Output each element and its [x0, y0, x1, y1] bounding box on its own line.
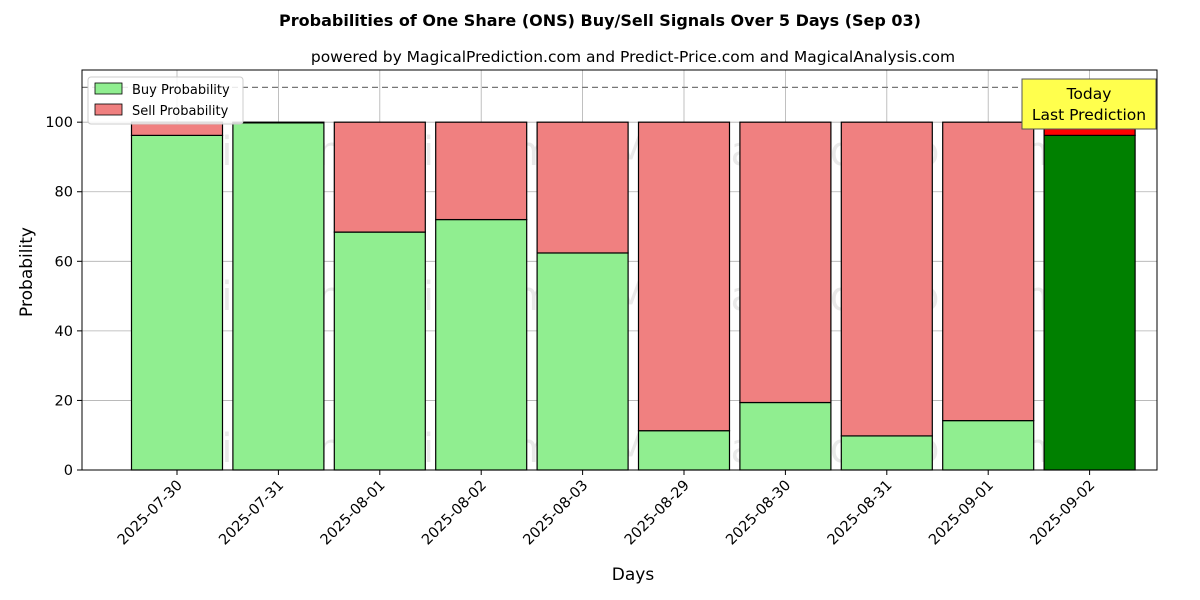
bar-buy-2025-08-03 — [536, 252, 629, 471]
y-tick-label: 80 — [55, 185, 73, 201]
annotation-line-today: Today — [1066, 85, 1112, 103]
bar-buy-2025-07-31 — [232, 122, 325, 471]
x-tick-label: 2025-08-02 — [419, 478, 490, 549]
x-tick-label: 2025-07-31 — [216, 478, 287, 549]
bar-sell-2025-08-03 — [536, 121, 629, 254]
bar-buy-2025-08-31 — [840, 435, 933, 471]
bar-sell-2025-08-31 — [840, 121, 933, 437]
plot-frame — [81, 69, 1158, 471]
chart-subtitle: powered by MagicalPrediction.com and Pre… — [311, 48, 955, 66]
x-tick-label: 2025-08-31 — [825, 478, 896, 549]
x-tick-label: 2025-08-01 — [318, 478, 389, 549]
legend-label-buy: Buy Probability — [132, 83, 230, 98]
bar-sell-2025-09-01 — [942, 121, 1035, 422]
bar-sell-2025-08-30 — [739, 121, 832, 404]
bar-sell-2025-08-29 — [637, 121, 731, 432]
bar-buy-2025-08-29 — [637, 430, 731, 471]
y-tick-label: 100 — [45, 115, 73, 131]
x-tick-label: 2025-08-29 — [622, 478, 693, 549]
bar-buy-2025-09-01 — [942, 420, 1035, 471]
legend-label-sell: Sell Probability — [132, 104, 229, 119]
legend: Buy Probability Sell Probability — [87, 76, 244, 125]
bar-sell-2025-08-02 — [435, 121, 528, 221]
bars-group — [130, 121, 1136, 471]
bar-buy-2025-08-01 — [333, 231, 426, 471]
legend-swatch-buy — [94, 82, 123, 95]
chart-title: Probabilities of One Share (ONS) Buy/Sel… — [279, 11, 921, 30]
annotation-box — [1021, 78, 1157, 130]
x-axis: 2025-07-30 2025-07-31 2025-08-01 2025-08-02… — [115, 470, 1099, 549]
x-tick-label: 2025-08-30 — [723, 478, 794, 549]
x-tick-label: 2025-08-03 — [521, 478, 592, 549]
y-tick-label: 20 — [55, 393, 73, 409]
x-tick-label: 2025-09-02 — [1028, 478, 1099, 549]
y-tick-label: 0 — [64, 463, 73, 479]
bar-buy-2025-09-02 — [1043, 134, 1136, 471]
y-axis: 0 20 40 60 80 100 — [45, 115, 82, 479]
legend-swatch-sell — [94, 103, 123, 116]
y-tick-label: 60 — [55, 254, 73, 270]
y-tick-label: 40 — [55, 324, 73, 340]
annotation-line-last-prediction: Last Prediction — [1032, 106, 1146, 124]
y-axis-label: Probability — [17, 227, 37, 317]
bar-buy-2025-08-02 — [435, 218, 528, 471]
bar-buy-2025-08-30 — [739, 401, 832, 471]
bar-sell-2025-08-01 — [333, 121, 426, 233]
bar-sell-2025-07-31 — [232, 121, 325, 124]
legend-box — [87, 76, 244, 125]
today-annotation: Today Last Prediction — [1021, 78, 1157, 130]
x-axis-label: Days — [612, 565, 655, 585]
x-tick-label: 2025-09-01 — [926, 478, 997, 549]
bar-buy-2025-07-30 — [130, 134, 224, 471]
x-tick-label: 2025-07-30 — [115, 478, 186, 549]
